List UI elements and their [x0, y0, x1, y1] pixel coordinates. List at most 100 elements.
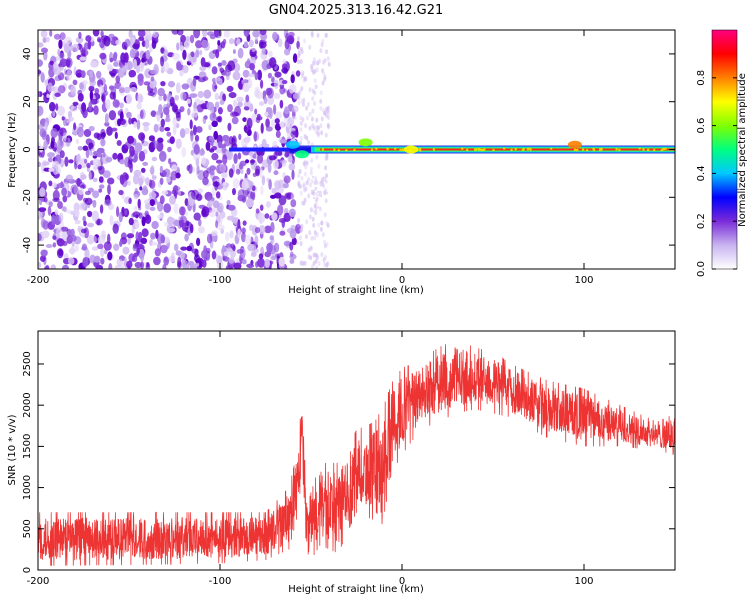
noise-blob [298, 169, 302, 174]
noise-blob [202, 76, 209, 81]
noise-blob [323, 262, 327, 268]
noise-blob [258, 101, 265, 106]
noise-blob [121, 65, 127, 73]
noise-blob [258, 225, 266, 235]
noise-blob [284, 48, 291, 56]
noise-blob [315, 117, 319, 123]
y-tick-label: 20 [22, 95, 33, 108]
noise-blob [184, 210, 189, 217]
noise-blob [45, 36, 50, 43]
noise-blob [45, 244, 53, 248]
noise-blob [320, 130, 324, 136]
noise-blob [228, 168, 234, 178]
noise-blob [203, 115, 208, 120]
noise-blob [274, 180, 282, 190]
noise-blob [246, 117, 253, 129]
noise-blob [326, 192, 328, 195]
noise-blob [259, 30, 267, 36]
noise-blob [77, 126, 84, 138]
noise-blob [304, 234, 308, 240]
noise-blob [39, 187, 46, 198]
noise-blob [149, 69, 158, 75]
noise-blob [81, 231, 85, 238]
noise-blob [202, 177, 209, 186]
noise-blob [200, 103, 209, 110]
noise-blob [77, 225, 81, 233]
noise-blob [119, 240, 123, 247]
noise-blob [137, 73, 144, 82]
noise-blob [182, 65, 189, 74]
noise-blob [297, 222, 300, 228]
noise-blob [189, 93, 198, 98]
noise-blob [244, 234, 252, 245]
noise-blob [201, 249, 208, 259]
noise-blob [168, 80, 175, 88]
noise-blob [304, 123, 308, 129]
noise-blob [91, 246, 99, 251]
noise-blob [109, 85, 115, 90]
colorbar-gradient [711, 29, 738, 270]
noise-blob [222, 38, 227, 45]
signal-feature [567, 140, 582, 149]
noise-blob [177, 190, 181, 196]
noise-blob [287, 155, 293, 163]
noise-blob [303, 260, 307, 266]
noise-blob [88, 171, 92, 181]
noise-blob [254, 235, 259, 246]
noise-blob [297, 59, 301, 65]
noise-blob [314, 84, 318, 90]
noise-blob [119, 159, 126, 165]
x-tick-label: 0 [399, 275, 405, 286]
noise-blob [290, 130, 297, 139]
signal-peak [483, 148, 486, 151]
noise-blob [243, 106, 250, 111]
noise-blob [107, 184, 111, 195]
noise-blob [139, 186, 143, 191]
noise-blob [319, 123, 323, 129]
noise-blob [275, 111, 283, 119]
signal-peak [399, 148, 402, 152]
noise-blob [47, 152, 55, 158]
noise-blob [238, 133, 242, 141]
noise-blob [107, 251, 113, 261]
noise-blob [310, 235, 314, 241]
noise-blob [115, 75, 121, 84]
spectrogram-plot-area [38, 30, 675, 269]
noise-blob [148, 191, 157, 200]
noise-blob [40, 72, 45, 83]
noise-blob [274, 71, 282, 78]
noise-blob [281, 67, 289, 74]
noise-blob [150, 76, 155, 82]
noise-blob [260, 185, 264, 196]
noise-blob [115, 39, 121, 45]
noise-blob [131, 224, 135, 235]
noise-blob [297, 173, 301, 179]
noise-blob [67, 257, 75, 265]
spectrogram-y-ticks: -40 -20 0 20 40 [22, 48, 675, 253]
noise-blob [316, 132, 320, 138]
noise-blob [100, 128, 106, 140]
noise-blob [153, 256, 161, 266]
noise-blob [195, 157, 200, 167]
noise-blob [133, 205, 138, 211]
signal-peak [432, 148, 436, 151]
noise-blob [323, 239, 327, 245]
noise-blob [257, 258, 265, 268]
noise-blob [315, 265, 319, 269]
noise-blob [96, 218, 101, 226]
noise-blob [297, 95, 301, 101]
noise-blob [126, 111, 132, 119]
noise-blob [99, 52, 107, 60]
noise-blob [50, 264, 57, 269]
noise-blob [72, 79, 78, 86]
noise-blob [126, 260, 133, 269]
colorbar-ticks: 0.0 0.2 0.4 0.6 0.8 [696, 70, 737, 277]
noise-blob [65, 209, 73, 214]
noise-blob [310, 116, 314, 122]
signal-peak [576, 148, 579, 152]
noise-blob [112, 69, 120, 74]
noise-blob [38, 161, 41, 167]
noise-blob [265, 201, 271, 208]
noise-blob [302, 181, 306, 187]
noise-blob [273, 92, 281, 100]
